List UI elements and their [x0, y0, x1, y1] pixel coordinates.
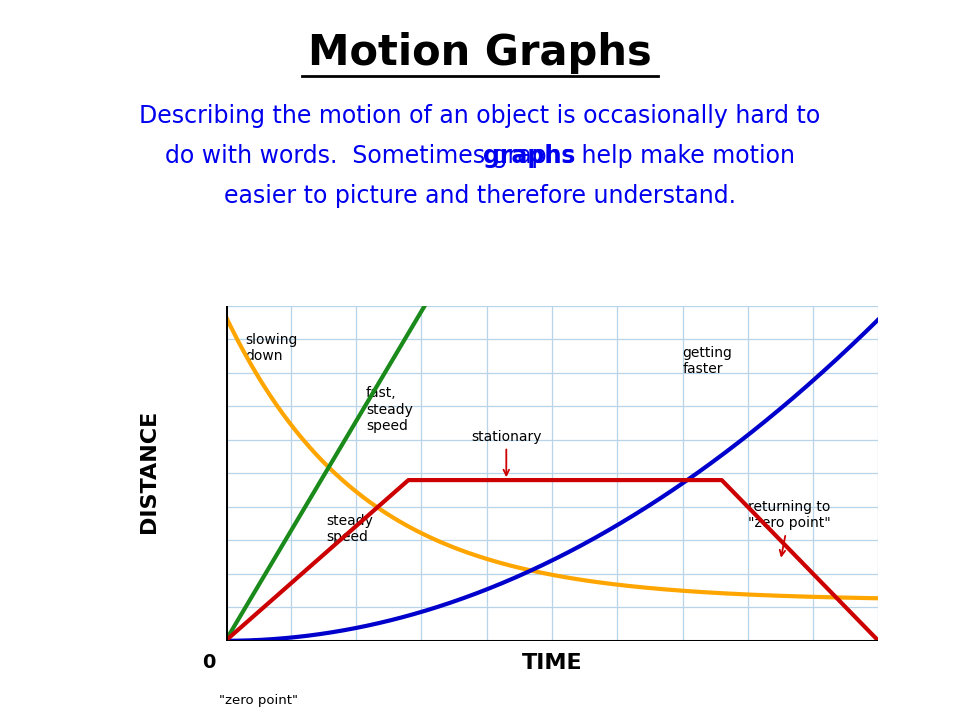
Text: stationary: stationary — [471, 430, 541, 475]
Text: Motion Graphs: Motion Graphs — [308, 32, 652, 74]
Text: steady
speed: steady speed — [326, 513, 373, 544]
Text: returning to
"zero point": returning to "zero point" — [748, 500, 830, 556]
Text: Describing the motion of an object is occasionally hard to: Describing the motion of an object is oc… — [139, 104, 821, 128]
Text: fast,
steady
speed: fast, steady speed — [366, 387, 413, 433]
Text: slowing
down: slowing down — [245, 333, 298, 363]
Text: "zero point": "zero point" — [219, 694, 298, 707]
Text: 0: 0 — [203, 652, 216, 672]
Text: do with words.  Sometimes graphs help make motion: do with words. Sometimes graphs help mak… — [165, 144, 795, 168]
Text: easier to picture and therefore understand.: easier to picture and therefore understa… — [224, 184, 736, 207]
Text: graphs: graphs — [484, 144, 576, 168]
Text: DISTANCE: DISTANCE — [139, 410, 158, 534]
Text: getting
faster: getting faster — [683, 346, 732, 377]
Text: TIME: TIME — [521, 653, 583, 673]
